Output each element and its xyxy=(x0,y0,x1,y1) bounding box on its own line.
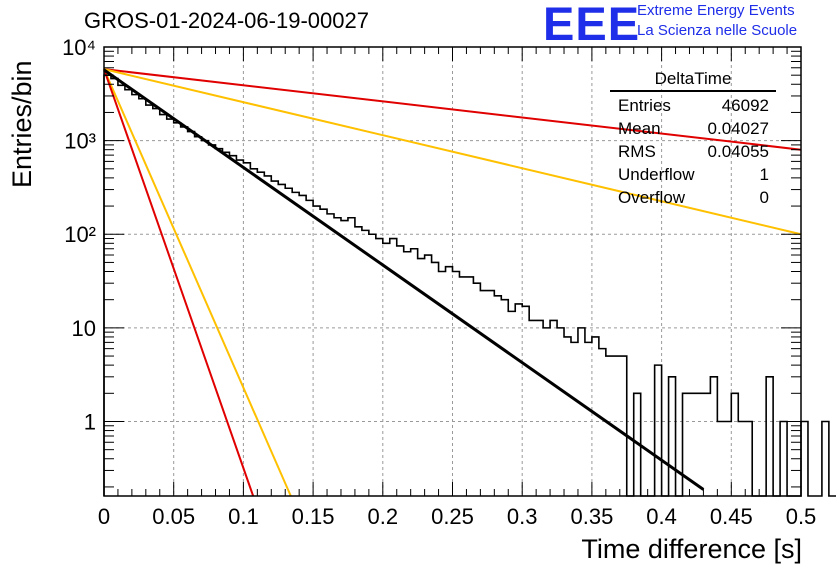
stats-row-rms: RMS 0.04055 xyxy=(610,140,776,163)
stats-label: Mean xyxy=(618,119,661,138)
x-tick-label: 0.35 xyxy=(570,504,613,529)
y-tick-label: 10⁴ xyxy=(62,35,96,60)
stats-value: 0 xyxy=(759,188,769,207)
axes-ticks: 0 0.05 0.1 0.15 0.2 0.25 0.3 0.35 0.4 0.45 0.51101… xyxy=(62,35,816,529)
stats-row-entries: Entries 46092 xyxy=(610,94,776,117)
logo-line-1: Extreme Energy Events xyxy=(637,2,795,19)
x-tick-label: 0.25 xyxy=(431,504,474,529)
reference-line xyxy=(103,68,292,497)
y-axis-label: Entries/bin xyxy=(7,60,37,188)
reference-line xyxy=(103,68,255,497)
stats-value: 0.04027 xyxy=(707,119,769,138)
stats-title: DeltaTime xyxy=(610,69,776,92)
x-axis-label: Time difference [s] xyxy=(581,534,802,564)
stats-box: DeltaTime Entries 46092 Mean 0.04027 RMS… xyxy=(610,69,776,209)
y-tick-label: 10³ xyxy=(64,129,96,154)
x-tick-label: 0.05 xyxy=(152,504,195,529)
eee-logo: EEE xyxy=(543,0,641,50)
x-tick-label: 0.15 xyxy=(292,504,335,529)
stats-row-mean: Mean 0.04027 xyxy=(610,117,776,140)
x-tick-label: 0.4 xyxy=(646,504,677,529)
run-title: GROS-01-2024-06-19-00027 xyxy=(84,8,369,33)
y-tick-label: 10² xyxy=(64,222,96,247)
stats-label: Entries xyxy=(618,96,671,115)
reference-line xyxy=(103,68,802,236)
exponential-fit-line xyxy=(103,68,705,491)
x-tick-label: 0.1 xyxy=(228,504,259,529)
x-tick-label: 0 xyxy=(98,504,110,529)
stats-value: 0.04055 xyxy=(707,142,769,161)
stats-row-overflow: Overflow 0 xyxy=(610,186,776,209)
y-tick-label: 10 xyxy=(72,316,96,341)
reference-lines xyxy=(103,68,802,497)
y-tick-label: 1 xyxy=(84,409,96,434)
reference-line xyxy=(103,68,802,151)
x-tick-label: 0.3 xyxy=(507,504,538,529)
stats-label: RMS xyxy=(618,142,656,161)
stats-value: 1 xyxy=(759,165,769,184)
stats-label: Underflow xyxy=(618,165,695,184)
logo-line-2: La Scienza nelle Scuole xyxy=(637,22,798,39)
x-tick-label: 0.2 xyxy=(368,504,399,529)
fit-line xyxy=(103,68,705,491)
x-tick-label: 0.45 xyxy=(710,504,753,529)
stats-value: 46092 xyxy=(721,96,769,115)
stats-label: Overflow xyxy=(618,188,686,207)
stats-row-underflow: Underflow 1 xyxy=(610,163,776,186)
x-tick-label: 0.5 xyxy=(786,504,817,529)
